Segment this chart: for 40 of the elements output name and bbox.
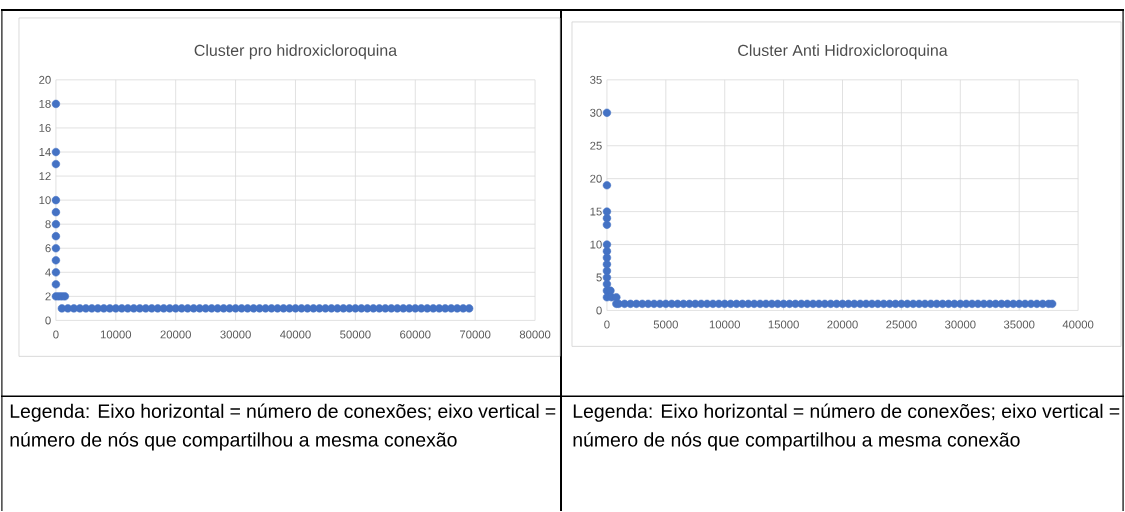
chart-title: Cluster Anti Hidroxicloroquina [738, 44, 948, 60]
y-tick-label: 12 [39, 172, 51, 180]
chart-title: Cluster pro hidroxicloroquina [194, 44, 398, 60]
y-tick-label: 10 [39, 196, 51, 205]
y-tick-label: 6 [45, 244, 51, 253]
text: Legenda: Eixo horizontal = número de conexões; eixo vertical = número de nós que compartilhou a mesma conexão [573, 403, 1120, 451]
x-tick-label: 10000 [709, 320, 740, 329]
x-tick-label: 30000 [945, 320, 976, 329]
x-tick-label: 15000 [768, 320, 799, 329]
x-tick-label: 50000 [340, 330, 371, 339]
y-tick-label: 30 [590, 108, 602, 117]
x-tick-label: 20000 [160, 330, 191, 339]
x-tick-label: 40000 [280, 330, 311, 339]
y-tick-label: 0 [596, 306, 602, 315]
x-tick-label: 35000 [1003, 320, 1035, 329]
x-tick-label: 0 [53, 330, 59, 339]
x-tick-label: 60000 [400, 330, 431, 339]
y-tick-label: 16 [39, 123, 51, 132]
y-tick-label: 5 [596, 273, 602, 282]
y-tick-label: 18 [39, 99, 51, 108]
x-tick-label: 25000 [886, 320, 917, 329]
x-tick-label: 70000 [460, 330, 491, 339]
y-tick-label: 25 [590, 141, 602, 150]
x-tick-label: 30000 [220, 330, 251, 339]
text: Legenda: Eixo horizontal = número de conexões; eixo vertical = número de nós que compartilhou a mesma conexão [10, 403, 556, 451]
y-tick-label: 10 [590, 240, 602, 249]
x-tick-label: 0 [604, 320, 610, 329]
x-tick-label: 5000 [653, 320, 678, 329]
y-tick-label: 2 [45, 292, 51, 301]
y-tick-label: 20 [39, 75, 51, 84]
y-tick-label: 14 [39, 148, 51, 156]
y-tick-label: 8 [45, 220, 51, 229]
x-tick-label: 20000 [827, 320, 858, 329]
x-tick-label: 10000 [100, 330, 132, 339]
y-tick-label: 4 [45, 268, 51, 277]
y-tick-label: 15 [590, 207, 602, 216]
x-tick-label: 40000 [1062, 320, 1094, 329]
y-tick-label: 20 [590, 174, 602, 183]
y-tick-label: 35 [590, 75, 602, 84]
x-tick-label: 80000 [519, 330, 551, 339]
